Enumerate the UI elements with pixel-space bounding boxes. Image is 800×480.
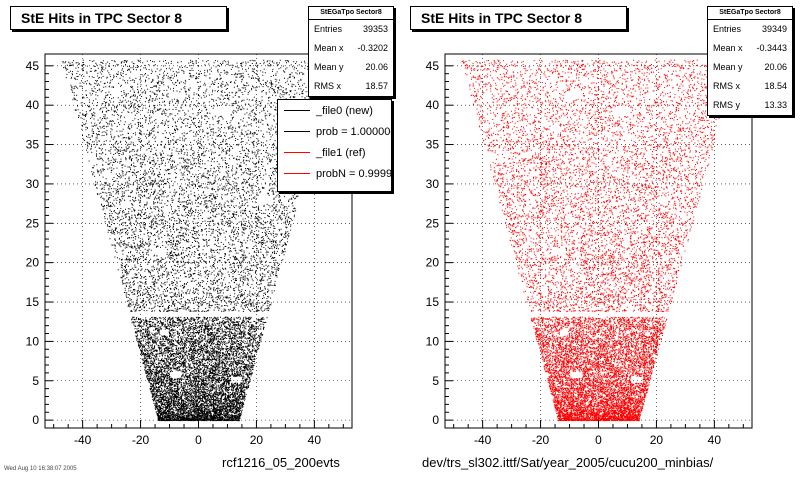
legend-label: _file1 (ref) xyxy=(316,146,366,159)
y-tick-label: 30 xyxy=(26,177,40,191)
x-tick-label: -40 xyxy=(74,433,92,447)
y-tick-label: 25 xyxy=(426,216,440,230)
y-tick-label: 45 xyxy=(426,59,440,73)
stat-label: RMS x xyxy=(713,81,740,91)
left-stats-row: Mean x -0.3202 xyxy=(309,39,393,58)
x-tick-label: 0 xyxy=(195,433,202,447)
y-tick-label: 10 xyxy=(426,334,440,348)
legend-entry: _file1 (ref) xyxy=(278,142,391,163)
stat-label: RMS x xyxy=(314,81,341,91)
y-axis: 0 5 10 15 20 25 30 35 40 45 xyxy=(26,59,53,427)
stat-value: 18.54 xyxy=(764,81,787,91)
right-stats-row: RMS y 13.33 xyxy=(708,96,792,115)
left-footer-label: rcf1216_05_200evts xyxy=(222,455,340,470)
right-title-box: StE Hits in TPC Sector 8 xyxy=(410,6,627,30)
legend-line-black xyxy=(284,131,310,132)
y-tick-label: 0 xyxy=(32,413,39,427)
y-tick-label: 35 xyxy=(26,138,40,152)
y-axis: 0 5 10 15 20 25 30 35 40 45 xyxy=(426,59,453,427)
y-tick-label: 15 xyxy=(426,295,440,309)
right-plot-title: StE Hits in TPC Sector 8 xyxy=(421,10,583,26)
stat-value: 20.06 xyxy=(365,62,388,72)
y-tick-label: 45 xyxy=(26,59,40,73)
right-stats-name: StEGaTpo Sector8 xyxy=(708,7,792,20)
stat-value: 20.06 xyxy=(764,62,787,72)
stat-label: Mean x xyxy=(314,43,344,53)
date-stamp: Wed Aug 10 16:38:07 2005 xyxy=(4,466,77,472)
x-tick-label: -20 xyxy=(532,433,550,447)
y-tick-label: 30 xyxy=(426,177,440,191)
right-panel: 0 5 10 15 20 25 30 35 40 45 -40 -20 0 20 40 StE Hits i… xyxy=(400,0,800,480)
x-axis: -40 -20 0 20 40 xyxy=(453,420,744,447)
left-stats-box: StEGaTpo Sector8 Entries 39353 Mean x -0… xyxy=(308,6,394,97)
right-stats-row: Mean x -0.3443 xyxy=(708,39,792,58)
stat-label: Entries xyxy=(314,24,343,34)
x-tick-label: 40 xyxy=(708,433,722,447)
right-footer-label: dev/trs_sl302.ittf/Sat/year_2005/cucu200… xyxy=(422,455,714,470)
left-stats-row: RMS x 18.57 xyxy=(309,77,393,96)
stat-value: 18.57 xyxy=(365,81,388,91)
y-tick-label: 40 xyxy=(426,98,440,112)
hit-scatter-mark xyxy=(461,59,736,422)
y-tick-label: 0 xyxy=(432,413,439,427)
stat-label: RMS y xyxy=(713,100,740,110)
y-tick-label: 20 xyxy=(426,256,440,270)
left-plot-title: StE Hits in TPC Sector 8 xyxy=(21,10,183,26)
y-tick-label: 10 xyxy=(26,334,40,348)
y-tick-label: 35 xyxy=(426,138,440,152)
legend-entry: probN = 0.99993 xyxy=(278,163,391,184)
x-axis: -40 -20 0 20 40 xyxy=(53,420,344,447)
stat-value: -0.3202 xyxy=(357,43,388,53)
legend-label: prob = 1.000000 xyxy=(316,125,392,138)
y-tick-label: 5 xyxy=(32,374,39,388)
y-tick-label: 5 xyxy=(432,374,439,388)
x-tick-label: -20 xyxy=(132,433,150,447)
right-stats-row: Mean y 20.06 xyxy=(708,58,792,77)
x-tick-label: 0 xyxy=(595,433,602,447)
left-panel: 0 5 10 15 20 25 30 35 40 45 -40 -20 0 20 40 StE Hits i… xyxy=(10,6,394,470)
stat-label: Mean y xyxy=(314,62,344,72)
hit-points xyxy=(461,59,736,422)
x-tick-label: -40 xyxy=(474,433,492,447)
left-stats-name: StEGaTpo Sector8 xyxy=(309,7,393,20)
stat-label: Mean x xyxy=(713,43,743,53)
y-tick-label: 20 xyxy=(26,256,40,270)
right-stats-box: StEGaTpo Sector8 Entries 39349 Mean x -0… xyxy=(707,6,793,116)
left-title-box: StE Hits in TPC Sector 8 xyxy=(10,6,227,30)
left-stats-row: Entries 39353 xyxy=(309,20,393,39)
x-tick-label: 20 xyxy=(250,433,264,447)
x-tick-label: 40 xyxy=(308,433,322,447)
y-tick-label: 40 xyxy=(26,98,40,112)
legend-line-red xyxy=(284,173,310,174)
stat-value: 13.33 xyxy=(764,100,787,110)
stat-value: 39349 xyxy=(761,24,787,34)
x-tick-label: 20 xyxy=(650,433,664,447)
y-tick-label: 15 xyxy=(26,295,40,309)
stat-value: -0.3443 xyxy=(756,43,787,53)
right-stats-row: RMS x 18.54 xyxy=(708,77,792,96)
stat-label: Entries xyxy=(713,24,742,34)
legend-entry: prob = 1.000000 xyxy=(278,121,391,142)
legend-label: probN = 0.99993 xyxy=(316,167,392,180)
legend-entry: _file0 (new) xyxy=(278,100,391,121)
legend-label: _file0 (new) xyxy=(316,104,373,117)
left-stats-row: Mean y 20.06 xyxy=(309,58,393,77)
legend-line-black xyxy=(284,110,310,111)
right-stats-row: Entries 39349 xyxy=(708,20,792,39)
stat-value: 39353 xyxy=(362,24,388,34)
legend-box: _file0 (new) prob = 1.000000 _file1 (ref… xyxy=(277,99,392,192)
stat-label: Mean y xyxy=(713,62,743,72)
legend-line-red xyxy=(284,152,310,153)
y-tick-label: 25 xyxy=(26,216,40,230)
